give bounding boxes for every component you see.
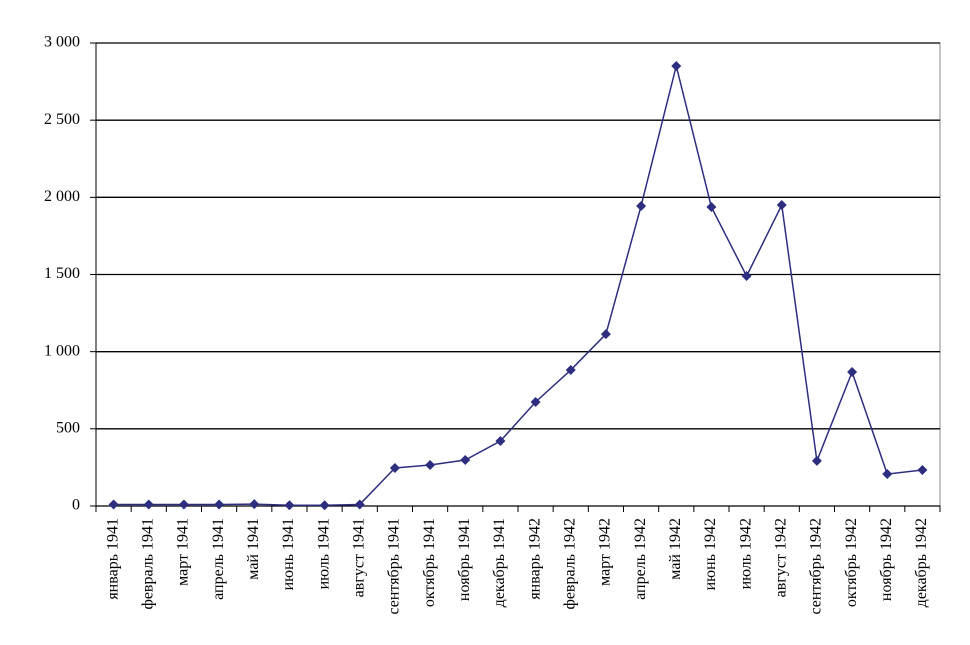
- x-tick-label: май 1941: [245, 518, 262, 580]
- marker: [284, 500, 295, 511]
- marker: [214, 499, 225, 510]
- x-tick-label: ноябрь 1941: [456, 518, 473, 601]
- marker: [495, 436, 506, 447]
- x-tick-label: апрель 1942: [632, 518, 649, 600]
- marker: [706, 202, 717, 213]
- marker: [600, 329, 611, 340]
- marker: [249, 499, 260, 510]
- y-tick-label: 500: [56, 420, 80, 437]
- x-tick-label: сентябрь 1941: [386, 518, 403, 615]
- x-tick-label: май 1942: [667, 518, 684, 580]
- x-tick-label: октябрь 1941: [421, 518, 438, 607]
- y-tick-label: 0: [72, 497, 80, 514]
- x-tick-label: июль 1941: [315, 518, 332, 589]
- x-tick-label: январь 1942: [526, 518, 543, 600]
- line: [113, 65, 923, 506]
- x-tick-label: февраль 1941: [139, 518, 156, 610]
- x-tick-label: апрель 1941: [210, 518, 227, 600]
- marker: [319, 500, 330, 511]
- x-tick-label: июнь 1942: [702, 518, 719, 590]
- y-tick-label: 2 000: [44, 188, 80, 205]
- marker: [565, 365, 576, 376]
- x-tick-label: октябрь 1942: [843, 518, 860, 607]
- x-tick-label: сентябрь 1942: [808, 518, 825, 615]
- marker: [917, 465, 928, 476]
- marker: [776, 200, 787, 211]
- marker: [882, 469, 893, 480]
- x-tick-label: декабрь 1941: [491, 518, 508, 607]
- y-tick-label: 2 500: [44, 111, 80, 128]
- y-tick-label: 1 500: [44, 265, 80, 282]
- x-tick-label: март 1941: [175, 518, 192, 586]
- marker: [530, 396, 541, 407]
- x-tick-label: декабрь 1942: [913, 518, 930, 607]
- marker: [354, 499, 365, 510]
- x-tick-label: февраль 1942: [561, 518, 578, 610]
- x-tick-label: август 1941: [350, 518, 367, 597]
- marker: [636, 200, 647, 211]
- x-tick-label: январь 1941: [104, 518, 121, 600]
- y-tick-label: 1 000: [44, 342, 80, 359]
- marker: [108, 499, 119, 510]
- y-tick-label: 3 000: [44, 34, 80, 51]
- marker: [460, 455, 471, 466]
- x-tick-label: июль 1942: [737, 518, 754, 589]
- marker: [671, 60, 682, 71]
- x-tick-label: март 1942: [597, 518, 614, 586]
- marker: [143, 499, 154, 510]
- marker: [741, 271, 752, 282]
- marker: [847, 367, 858, 378]
- marker: [178, 499, 189, 510]
- x-tick-label: август 1942: [772, 518, 789, 597]
- marker: [425, 459, 436, 470]
- x-tick-label: ноябрь 1942: [878, 518, 895, 601]
- marker: [811, 455, 822, 466]
- x-tick-label: июнь 1941: [280, 518, 297, 590]
- marker: [389, 463, 400, 474]
